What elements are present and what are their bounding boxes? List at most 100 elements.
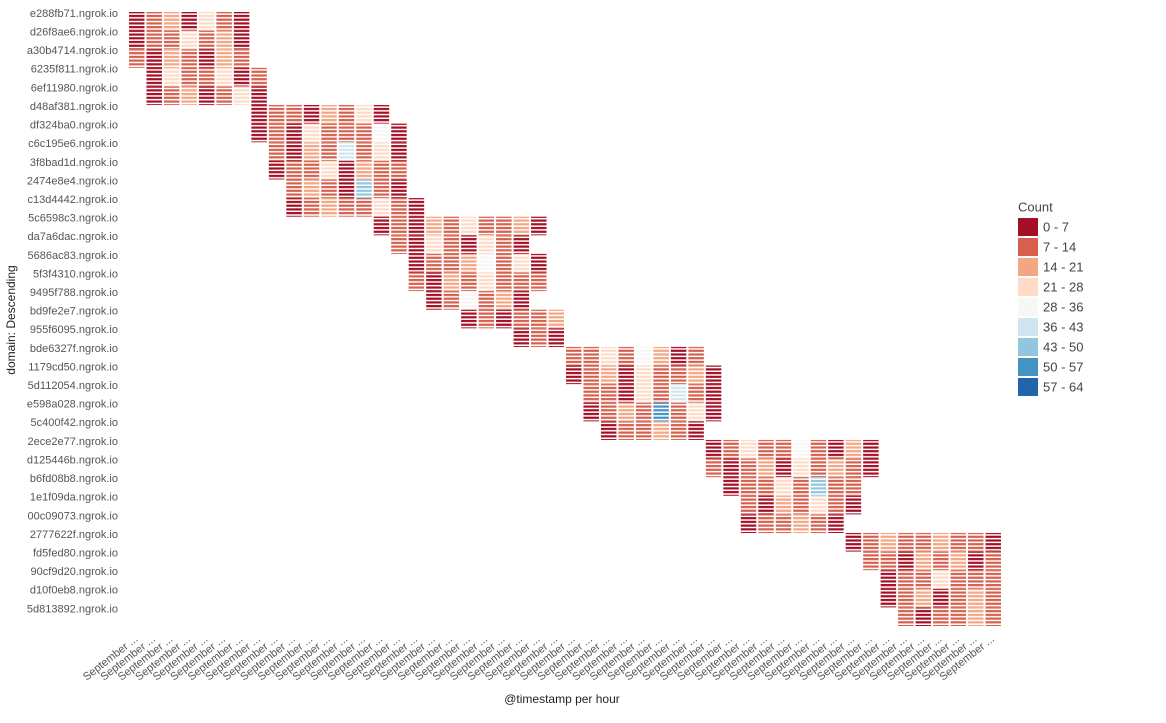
heatmap-cell (338, 198, 355, 217)
heatmap-cell (688, 365, 704, 385)
heatmap-cell (373, 216, 390, 236)
heatmap-cell (146, 86, 162, 106)
heatmap-cell (810, 514, 827, 533)
y-tick-label: 2474e8e4.ngrok.io (27, 175, 118, 187)
heatmap-cell (600, 346, 617, 366)
heatmap-cell (216, 12, 232, 31)
heatmap-cell (670, 346, 687, 366)
y-tick-label: 6ef11980.ngrok.io (31, 82, 118, 94)
heatmap-cell (338, 160, 355, 180)
heatmap-cell (198, 86, 215, 106)
heatmap-cell (618, 346, 634, 366)
heatmap-cell (181, 49, 197, 68)
heatmap-cell (635, 365, 652, 385)
heatmap-cell (531, 253, 547, 273)
heatmap-cell (163, 67, 180, 87)
heatmap-cell (863, 458, 879, 478)
heatmap-cell (478, 216, 495, 236)
heatmap-cell (705, 384, 722, 403)
heatmap-cell (583, 384, 599, 403)
heatmap-cell (688, 346, 704, 366)
heatmap-cell (373, 142, 390, 161)
heatmap-cell (705, 439, 722, 459)
heatmap-cell (251, 105, 267, 124)
heatmap-cell (408, 253, 425, 273)
heatmap-cell (513, 235, 530, 254)
heatmap-cell (373, 105, 390, 124)
heatmap-cell (950, 607, 967, 626)
heatmap-cell (461, 235, 477, 254)
y-tick-label: a30b4714.ngrok.io (27, 45, 118, 57)
y-tick-label: 5c6598c3.ngrok.io (28, 213, 118, 225)
heatmap-cell (373, 198, 390, 217)
heatmap-cell (391, 235, 407, 254)
heatmap-cell (303, 198, 320, 217)
heatmap-cell (233, 49, 250, 68)
heatmap-cell (968, 551, 984, 571)
heatmap-cell (408, 235, 425, 254)
heatmap-cell (793, 458, 809, 478)
y-tick-label: da7a6dac.ngrok.io (27, 231, 118, 243)
heatmap-cell (618, 421, 634, 440)
heatmap-cell (478, 235, 495, 254)
heatmap-cell (793, 495, 809, 515)
heatmap-cell (286, 142, 302, 161)
heatmap-cell (968, 607, 984, 626)
heatmap-cell (618, 384, 634, 403)
heatmap-cell (408, 198, 425, 217)
heatmap-cell (198, 49, 215, 68)
heatmap-cell (146, 67, 162, 87)
heatmap-cell (233, 67, 250, 87)
heatmap-cell (898, 570, 914, 589)
heatmap-cell (810, 477, 827, 496)
heatmap-cell (775, 458, 792, 478)
heatmap-cell (985, 532, 1001, 552)
heatmap-cell (496, 216, 512, 236)
heatmap-cell (163, 30, 180, 50)
legend-swatch (1018, 278, 1038, 296)
heatmap-cell (705, 458, 722, 478)
heatmap-cell (181, 30, 197, 50)
heatmap-cell (863, 439, 879, 459)
heatmap-cell (828, 477, 844, 496)
heatmap-cell (845, 439, 862, 459)
heatmap-cell (845, 477, 862, 496)
heatmap-cell (845, 532, 862, 552)
heatmap-cell (915, 551, 932, 571)
heatmap-cell (968, 588, 984, 608)
heatmap-cell (583, 346, 599, 366)
heatmap-cell (653, 346, 669, 366)
heatmap-cell (863, 551, 879, 571)
heatmap-cell (933, 551, 949, 571)
heatmap-cell (233, 12, 250, 31)
heatmap-cell (828, 439, 844, 459)
heatmap-cell (268, 142, 285, 161)
heatmap-cell (443, 216, 460, 236)
heatmap-cell (163, 49, 180, 68)
heatmap-cells (129, 12, 1001, 626)
heatmap-cell (216, 49, 232, 68)
heatmap-cell (688, 421, 704, 440)
heatmap-cell (915, 607, 932, 626)
heatmap-cell (373, 179, 390, 199)
heatmap-cell (985, 607, 1001, 626)
heatmap-cell (356, 105, 372, 124)
heatmap-cell (600, 384, 617, 403)
heatmap-cell (566, 365, 582, 385)
heatmap-cell (391, 179, 407, 199)
heatmap-cell (513, 291, 530, 310)
legend-swatch (1018, 318, 1038, 336)
heatmap-cell (880, 570, 897, 589)
heatmap-cell (303, 105, 320, 124)
heatmap-cell (810, 458, 827, 478)
heatmap-cell (286, 198, 302, 217)
legend-label: 14 - 21 (1043, 259, 1083, 274)
heatmap-cell (233, 30, 250, 50)
y-tick-label: bd9fe2e7.ngrok.io (30, 306, 118, 318)
heatmap-cell (356, 179, 372, 199)
heatmap-cell (863, 532, 879, 552)
heatmap-cell (950, 588, 967, 608)
heatmap-cell (670, 402, 687, 422)
y-tick-label: 9495f788.ngrok.io (30, 287, 118, 299)
y-tick-label: 6235f811.ngrok.io (31, 64, 118, 76)
